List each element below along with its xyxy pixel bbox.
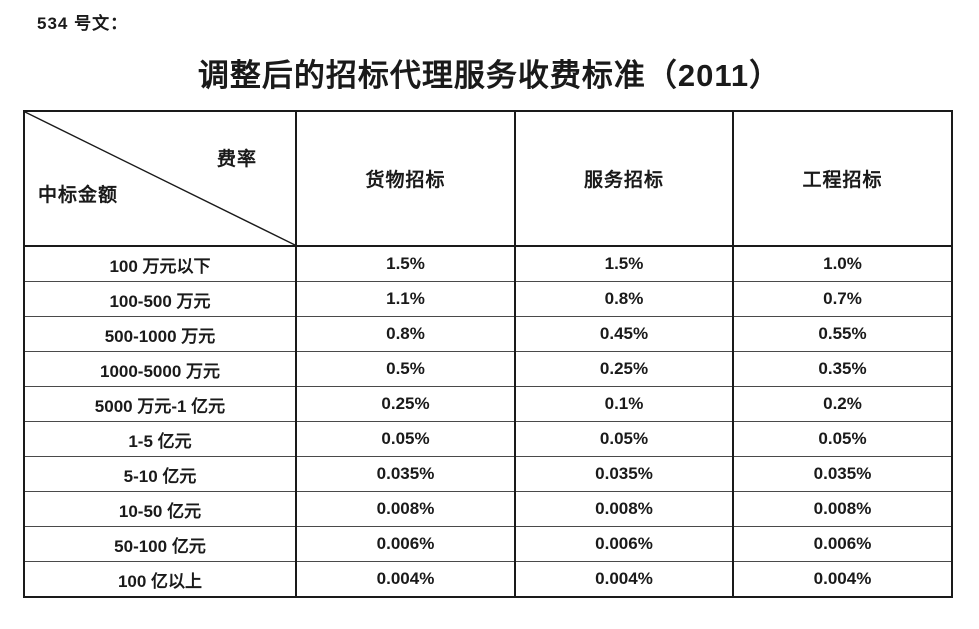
- rate-cell: 0.8%: [514, 281, 733, 317]
- rate-cell: 0.55%: [732, 316, 952, 352]
- amount-range-cell: 100 万元以下: [23, 245, 296, 282]
- rate-cell: 0.008%: [514, 491, 733, 527]
- table-row: 100-500 万元 1.1% 0.8% 0.7%: [23, 281, 952, 317]
- rate-cell: 0.45%: [514, 316, 733, 352]
- corner-header-cell: 费率 中标金额: [24, 111, 296, 247]
- corner-label-rate: 费率: [216, 149, 257, 170]
- table-row: 1-5 亿元 0.05% 0.05% 0.05%: [23, 421, 952, 457]
- amount-range-cell: 50-100 亿元: [23, 526, 296, 562]
- table-row: 1000-5000 万元 0.5% 0.25% 0.35%: [23, 351, 952, 387]
- rate-cell: 0.25%: [514, 351, 733, 387]
- amount-range-cell: 1-5 亿元: [23, 421, 296, 457]
- rate-cell: 0.05%: [732, 421, 952, 457]
- rate-cell: 0.1%: [514, 386, 733, 422]
- rate-cell: 0.004%: [295, 561, 515, 597]
- rate-cell: 0.004%: [732, 561, 952, 597]
- table-row: 5-10 亿元 0.035% 0.035% 0.035%: [23, 456, 952, 492]
- rate-cell: 0.8%: [295, 316, 515, 352]
- rate-cell: 0.006%: [295, 526, 515, 562]
- document-number-label: 534 号文：: [37, 14, 129, 33]
- rate-cell: 0.035%: [732, 456, 952, 492]
- rate-cell: 1.5%: [514, 245, 733, 282]
- rate-cell: 1.5%: [295, 245, 515, 282]
- rate-cell: 0.35%: [732, 351, 952, 387]
- table-row: 10-50 亿元 0.008% 0.008% 0.008%: [23, 491, 952, 527]
- page-title: 调整后的招标代理服务收费标准（2011）: [197, 58, 782, 93]
- rate-cell: 0.5%: [295, 351, 515, 387]
- rate-cell: 0.035%: [514, 456, 733, 492]
- amount-range-cell: 1000-5000 万元: [23, 351, 296, 387]
- rate-cell: 1.1%: [295, 281, 515, 317]
- table-row: 50-100 亿元 0.006% 0.006% 0.006%: [23, 526, 952, 562]
- rate-cell: 0.7%: [732, 281, 952, 317]
- amount-range-cell: 5-10 亿元: [23, 456, 296, 492]
- column-header-works: 工程招标: [732, 111, 952, 247]
- header-row: 费率 中标金额 货物招标 服务招标 工程招标: [24, 111, 952, 247]
- amount-range-cell: 100-500 万元: [23, 281, 296, 317]
- rate-cell: 0.2%: [732, 386, 952, 422]
- table-row: 100 亿以上 0.004% 0.004% 0.004%: [23, 561, 952, 597]
- amount-range-cell: 5000 万元-1 亿元: [23, 386, 296, 422]
- rate-cell: 0.05%: [514, 421, 733, 457]
- column-header-services: 服务招标: [514, 111, 733, 247]
- corner-label-amount: 中标金额: [38, 185, 119, 206]
- amount-range-cell: 10-50 亿元: [23, 491, 296, 527]
- amount-range-cell: 100 亿以上: [23, 561, 296, 597]
- rate-cell: 0.008%: [732, 491, 952, 527]
- table-row: 5000 万元-1 亿元 0.25% 0.1% 0.2%: [23, 386, 952, 422]
- table-row: 500-1000 万元 0.8% 0.45% 0.55%: [23, 316, 952, 352]
- amount-range-cell: 500-1000 万元: [23, 316, 296, 352]
- diagonal-line: [25, 112, 295, 245]
- rate-cell: 0.25%: [295, 386, 515, 422]
- rate-cell: 0.05%: [295, 421, 515, 457]
- fee-rate-table: 费率 中标金额 货物招标 服务招标 工程招标 100 万元以下 1.5% 1.5…: [23, 110, 953, 598]
- table-body: 100 万元以下 1.5% 1.5% 1.0% 100-500 万元 1.1% …: [23, 245, 952, 597]
- column-header-goods: 货物招标: [295, 111, 515, 247]
- table-row: 100 万元以下 1.5% 1.5% 1.0%: [23, 245, 952, 282]
- rate-cell: 0.008%: [295, 491, 515, 527]
- rate-cell: 1.0%: [732, 245, 952, 282]
- table-header: 费率 中标金额 货物招标 服务招标 工程招标: [24, 111, 952, 247]
- rate-cell: 0.035%: [295, 456, 515, 492]
- rate-cell: 0.006%: [732, 526, 952, 562]
- rate-cell: 0.006%: [514, 526, 733, 562]
- rate-cell: 0.004%: [514, 561, 733, 597]
